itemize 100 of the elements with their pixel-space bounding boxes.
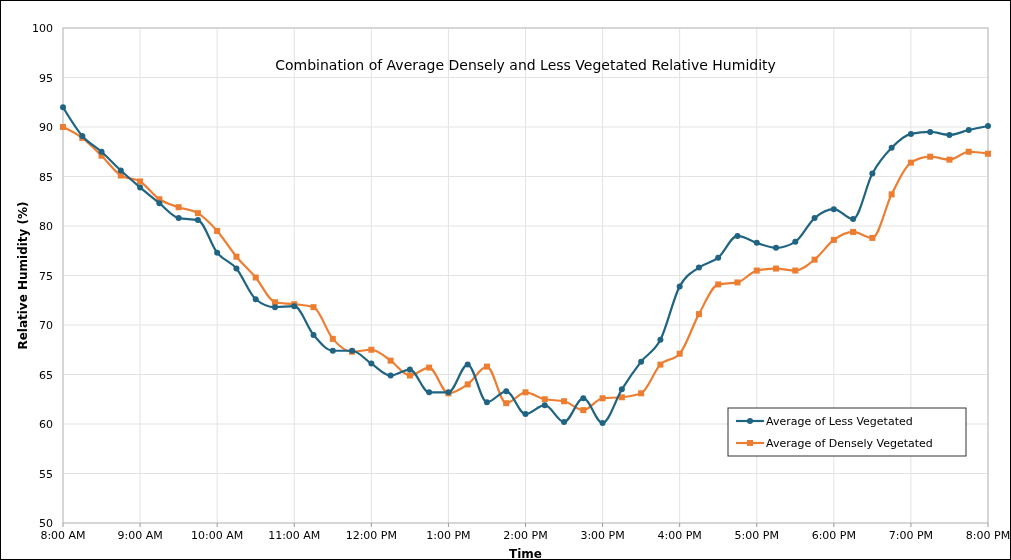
point xyxy=(329,335,336,342)
point xyxy=(773,265,780,272)
point xyxy=(599,395,606,402)
point xyxy=(117,167,124,174)
point xyxy=(599,420,606,427)
point xyxy=(117,172,124,179)
point xyxy=(522,389,529,396)
x-tick-label: 2:00 PM xyxy=(503,529,548,542)
point xyxy=(522,411,529,418)
point xyxy=(60,124,66,130)
point xyxy=(985,150,991,157)
x-tick-label: 1:00 PM xyxy=(426,529,471,542)
point xyxy=(406,372,413,379)
point xyxy=(387,357,394,364)
point xyxy=(561,419,568,426)
point xyxy=(985,123,991,130)
point xyxy=(156,200,163,207)
y-tick-label: 95 xyxy=(39,71,53,85)
point xyxy=(888,191,895,198)
point xyxy=(850,228,857,235)
point xyxy=(310,331,317,338)
y-tick-label: 70 xyxy=(39,319,53,332)
point xyxy=(368,346,375,353)
y-tick-label: 60 xyxy=(39,418,53,431)
point xyxy=(137,178,144,185)
y-tick-label: 50 xyxy=(39,517,53,530)
point xyxy=(792,267,799,274)
point xyxy=(426,389,433,396)
point xyxy=(638,390,645,397)
point xyxy=(561,398,568,405)
point xyxy=(888,144,895,151)
point xyxy=(676,350,683,357)
point xyxy=(830,236,837,243)
point xyxy=(175,204,182,211)
point xyxy=(271,304,278,311)
point xyxy=(734,232,741,239)
point xyxy=(310,304,317,311)
y-axis-title: Relative Humidity (%) xyxy=(16,201,30,350)
point xyxy=(715,281,722,288)
point xyxy=(946,156,953,163)
point xyxy=(503,388,510,395)
point xyxy=(850,216,857,223)
x-tick-label: 7:00 PM xyxy=(888,529,934,542)
point xyxy=(137,184,144,191)
point xyxy=(618,394,625,401)
point xyxy=(464,381,471,388)
x-tick-label: 8:00 AM xyxy=(40,529,86,542)
point xyxy=(695,311,702,318)
y-tick-label: 75 xyxy=(39,269,53,283)
point xyxy=(483,399,490,406)
point xyxy=(734,279,741,286)
point xyxy=(869,234,876,241)
point xyxy=(387,372,394,379)
x-tick-label: 9:00 AM xyxy=(117,529,163,542)
point xyxy=(907,159,914,166)
x-tick-label: 11:00 AM xyxy=(268,529,321,542)
y-tick-label: 90 xyxy=(39,121,53,134)
point xyxy=(946,131,953,138)
point xyxy=(811,256,818,263)
point xyxy=(869,170,876,177)
point xyxy=(329,347,336,354)
point xyxy=(965,126,972,133)
point xyxy=(965,148,972,155)
point xyxy=(657,336,664,343)
point xyxy=(483,363,490,370)
point xyxy=(753,267,760,274)
x-tick-label: 8:00 PM xyxy=(965,529,1011,542)
point xyxy=(618,386,625,393)
legend-label: Average of Densely Vegetated xyxy=(766,437,933,450)
x-axis-title: Time xyxy=(509,547,542,560)
point xyxy=(580,407,587,414)
point xyxy=(464,361,471,368)
point xyxy=(503,400,510,407)
point xyxy=(194,210,201,217)
point xyxy=(252,296,259,303)
point xyxy=(927,153,934,160)
point xyxy=(406,366,413,373)
text: Combination of Average Densely and Less Vegetated Relative Humidity xyxy=(275,57,776,73)
point xyxy=(60,104,66,111)
point xyxy=(753,239,760,246)
point xyxy=(194,217,201,224)
point xyxy=(233,265,240,272)
y-tick-label: 55 xyxy=(39,467,53,481)
point xyxy=(792,238,799,245)
point xyxy=(773,244,780,251)
point xyxy=(252,274,259,281)
point xyxy=(676,283,683,290)
x-tick-label: 3:00 PM xyxy=(580,529,625,542)
point xyxy=(830,206,837,213)
x-tick-label: 4:00 PM xyxy=(657,529,702,542)
point xyxy=(233,253,240,260)
point xyxy=(541,402,548,409)
x-tick-label: 12:00 PM xyxy=(345,529,397,542)
x-tick-label: 10:00 AM xyxy=(191,529,244,542)
point xyxy=(175,215,182,222)
point xyxy=(368,360,375,367)
point xyxy=(811,215,818,222)
y-tick-label: 100 xyxy=(32,22,53,35)
point xyxy=(657,361,664,368)
y-tick-label: 85 xyxy=(39,170,53,184)
